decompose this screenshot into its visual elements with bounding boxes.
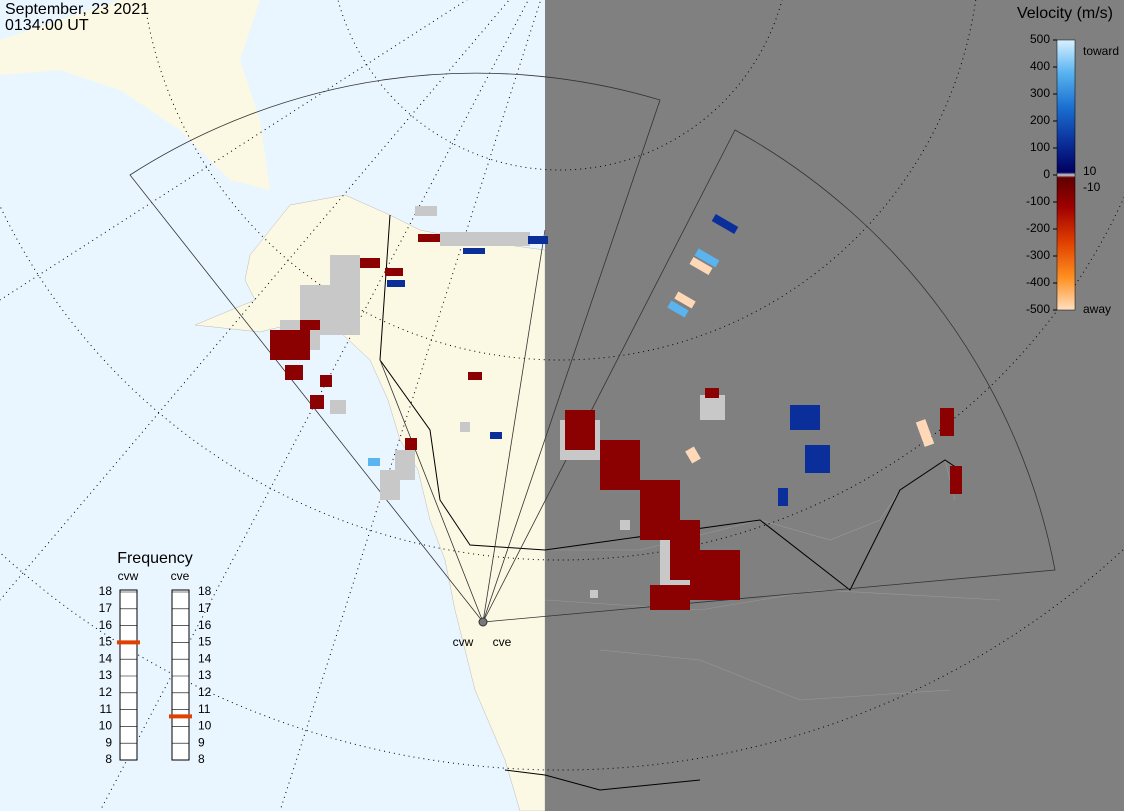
- colorbar-tick-label: -500: [1026, 302, 1050, 316]
- frequency-tick-label: 13: [198, 668, 212, 682]
- colorbar-title: Velocity (m/s): [1017, 5, 1113, 22]
- frequency-tick-label: 17: [198, 601, 212, 615]
- colorbar-tick-label: -300: [1026, 248, 1050, 262]
- colorbar-tick-label: 10: [1083, 164, 1097, 178]
- frequency-tick-label: 14: [198, 651, 212, 665]
- frequency-tick-label: 9: [198, 735, 205, 749]
- frequency-radar-label: cvw: [118, 569, 139, 583]
- frequency-title: Frequency: [117, 550, 193, 567]
- colorbar-tick-label: -10: [1083, 180, 1101, 194]
- frequency-tick-label: 10: [99, 719, 113, 733]
- station-label: cve: [493, 635, 512, 649]
- frequency-tick-label: 12: [99, 685, 113, 699]
- frequency-tick-label: 13: [99, 668, 113, 682]
- frequency-tick-label: 15: [198, 635, 212, 649]
- station-label: cvw: [453, 635, 474, 649]
- frequency-box: [171, 589, 190, 761]
- land-north-america: [194, 194, 546, 811]
- colorbar-tick-label: 500: [1030, 32, 1050, 46]
- colorbar-tick-label: 0: [1043, 167, 1050, 181]
- colorbar-tick-label: -200: [1026, 221, 1050, 235]
- frequency-box: [119, 589, 138, 761]
- colorbar-tick-label: 300: [1030, 86, 1050, 100]
- frequency-tick-label: 18: [198, 584, 212, 598]
- radar-fields-of-view: [129, 72, 1056, 623]
- radar-site: [478, 617, 488, 627]
- land-asia: [0, 0, 270, 190]
- frequency-tick-label: 10: [198, 719, 212, 733]
- night-shade: [545, 0, 1124, 811]
- frequency-tick-label: 18: [99, 584, 113, 598]
- colorbar-tick-label: -100: [1026, 194, 1050, 208]
- frequency-tick-label: 14: [99, 651, 113, 665]
- colorbar-tick-label: 100: [1030, 140, 1050, 154]
- frequency-tick-label: 9: [105, 735, 112, 749]
- colorbar-toward: toward: [1083, 44, 1119, 58]
- frequency-tick-label: 11: [198, 702, 211, 716]
- echoes: [270, 206, 962, 610]
- colorbar-tick-label: -400: [1026, 275, 1050, 289]
- frequency-tick-label: 8: [198, 752, 205, 766]
- frequency-tick-label: 16: [198, 618, 212, 632]
- frequency-tick-label: 17: [99, 601, 113, 615]
- frequency-radar-label: cve: [171, 569, 190, 583]
- frequency-tick-label: 11: [100, 702, 113, 716]
- colorbar: [1056, 39, 1076, 311]
- colorbar-away: away: [1083, 302, 1111, 316]
- time: 0134:00 UT: [5, 17, 89, 34]
- date: September, 23 2021: [5, 1, 149, 18]
- frequency-tick-label: 8: [105, 752, 112, 766]
- frequency-tick-label: 12: [198, 685, 212, 699]
- colorbar-tick-label: 400: [1030, 59, 1050, 73]
- frequency-tick-label: 16: [99, 618, 113, 632]
- colorbar-tick-label: 200: [1030, 113, 1050, 127]
- frequency-tick-label: 15: [99, 635, 113, 649]
